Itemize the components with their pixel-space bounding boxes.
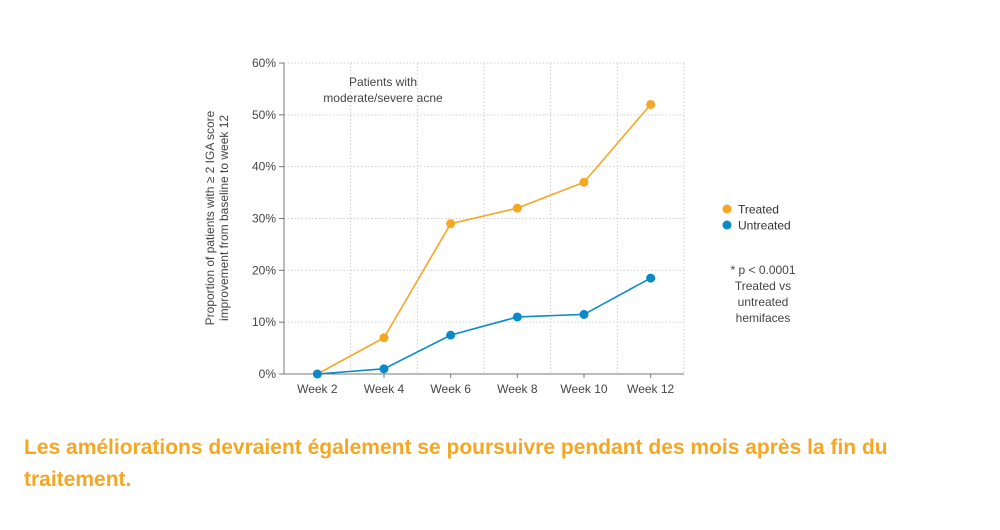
x-tick-label: Week 4 [364,382,405,396]
significance-note: untreated [738,295,789,309]
plot-annotation: moderate/severe acne [323,91,443,105]
y-tick-label: 0% [259,367,277,381]
x-tick-label: Week 2 [297,382,338,396]
significance-note: * p < 0.0001 [730,263,795,277]
caption-text: Les améliorations devraient également se… [24,436,888,491]
y-tick-label: 10% [252,315,276,329]
plot-annotation: Patients with [349,75,417,89]
series-line-treated [316,103,652,375]
data-point-treated [646,99,656,109]
y-tick-label: 50% [252,108,276,122]
x-tick-label: Week 10 [560,382,607,396]
y-axis-title-line: Proportion of patients with ≥ 2 IGA scor… [203,110,217,325]
data-point-untreated [646,273,656,283]
data-point-untreated [446,330,456,340]
legend-label: Treated [738,203,779,217]
y-axis-title-line: improvement from baseline to week 12 [217,115,231,321]
data-point-treated [446,219,456,229]
data-point-untreated [512,312,522,322]
legend-marker-untreated [722,220,732,230]
y-tick-label: 60% [252,56,276,70]
x-tick-label: Week 12 [627,382,674,396]
line-chart: 0% 10% 20% 30% 40% 50% 60% Week 2 Week 4 Week 6 We… [203,56,796,396]
x-tick-label: Week 6 [430,382,471,396]
data-point-treated [579,177,589,187]
data-point-treated [512,203,522,213]
y-tick-label: 30% [252,212,276,226]
series-line-untreated [317,277,652,375]
legend-label: Untreated [738,219,791,233]
data-point-untreated [579,309,589,319]
y-axis-title: Proportion of patients with ≥ 2 IGA scor… [203,110,231,325]
significance-note: Treated vs [735,279,791,293]
x-tick-label: Week 8 [497,382,538,396]
y-tick-label: 40% [252,160,276,174]
legend-marker-treated [722,204,732,214]
data-point-untreated [312,369,322,379]
data-point-untreated [379,364,389,374]
data-point-treated [379,333,389,343]
y-tick-label: 20% [252,263,276,277]
significance-note: hemifaces [736,311,791,325]
